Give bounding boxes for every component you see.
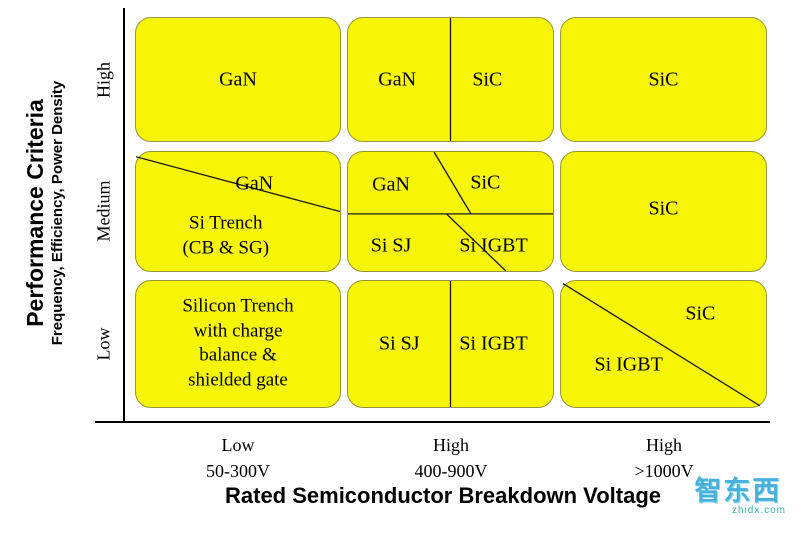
cell-high-highv: SiC [560,17,767,142]
gan-label: GaN [378,68,417,90]
y-tick-low: Low [93,327,114,361]
cell-divider-lines [348,281,553,407]
y-tick-high: High [93,62,114,98]
y-axis-subtitle: Frequency, Efficiency, Power Density [49,80,66,346]
cell-medium-lowv: GaN Si Trench (CB & SG) [135,151,341,272]
gan-label: GaN [235,172,274,195]
x-tick-lowv-line1: Low [221,435,255,455]
x-tick-midv: High 400-900V [415,432,488,484]
cell-high-lowv: GaN [135,17,341,142]
sic-label: SiC [472,68,503,90]
y-tick-medium: Medium [93,180,114,242]
cell-divider-lines [348,152,553,271]
x-axis-line [95,421,770,423]
x-tick-highv-line2: >1000V [634,461,694,482]
si-sj-label: Si SJ [370,234,412,257]
y-axis-line [123,8,125,423]
diagonal-divider-line [136,157,340,212]
watermark: 智东西 zhidx.com [686,476,790,517]
sic-label: SiC [648,68,679,90]
cell-low-highv: SiC Si IGBT [560,280,767,408]
cell-divider-lines [348,18,553,141]
bottom-diagonal-divider-line [446,214,505,271]
x-tick-midv-line2: 400-900V [414,461,488,482]
gan-label: GaN [219,68,257,90]
x-tick-highv-line1: High [646,435,682,455]
x-axis-title: Rated Semiconductor Breakdown Voltage [224,483,662,508]
si-trench-line2: (CB & SG) [182,237,270,259]
diagonal-divider-line [563,284,760,406]
y-axis-title: Performance Criteria [22,99,48,327]
x-tick-midv-line1: High [433,435,469,455]
cell-low-lowv: Silicon Trench with charge balance & shi… [135,280,341,408]
si-trench-label: Si Trench (CB & SG) [182,212,269,261]
sic-label: SiC [685,302,716,325]
silicon-trench-label: Silicon Trench with charge balance & shi… [182,295,293,394]
si-sj-label: Si SJ [378,332,420,355]
silicon-trench-line3: balance & [199,345,277,366]
silicon-trench-line2: with charge [193,320,283,342]
sic-label: SiC [648,197,679,220]
gan-label: GaN [372,173,410,196]
watermark-domain: zhidx.com [731,505,786,517]
cell-high-midv: GaN SiC [347,17,554,142]
si-igbt-label: Si IGBT [459,234,528,257]
si-trench-line1: Si Trench [189,212,263,234]
cell-divider-lines [561,281,766,407]
cell-medium-highv: SiC [560,151,767,272]
top-diagonal-divider-line [434,152,471,214]
cell-low-midv: Si SJ Si IGBT [347,280,554,408]
x-tick-lowv: Low 50-300V [206,432,270,484]
silicon-trench-line4: shielded gate [188,369,288,391]
silicon-trench-line1: Silicon Trench [182,295,294,317]
x-tick-lowv-line2: 50-300V [206,461,270,482]
cell-medium-midv: GaN SiC Si SJ Si IGBT [347,151,554,272]
watermark-brand-logo: 智东西 [694,476,782,506]
y-axis-title-block: Performance Criteria Frequency, Efficien… [22,0,66,433]
si-igbt-label: Si IGBT [459,332,528,355]
sic-label: SiC [470,171,501,194]
si-igbt-label: Si IGBT [594,353,663,376]
cell-divider-lines [136,152,340,271]
x-tick-highv: High >1000V [634,432,693,484]
